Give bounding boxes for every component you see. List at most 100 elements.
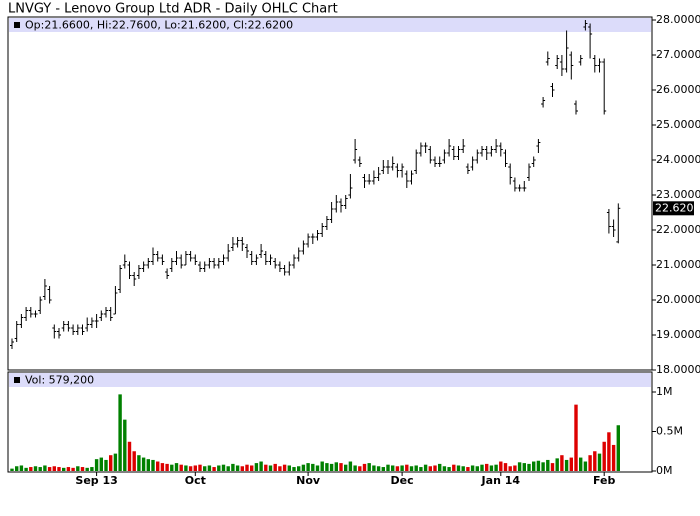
volume-bar	[353, 465, 357, 471]
volume-bar	[508, 466, 512, 471]
volume-bar	[179, 464, 183, 471]
volume-bar	[188, 466, 193, 471]
volume-bar	[329, 463, 334, 471]
volume-bar	[381, 467, 385, 471]
volume-bar	[527, 463, 531, 471]
volume-bar	[198, 464, 202, 471]
x-tick-label: Sep 13	[75, 474, 117, 487]
volume-bar	[344, 464, 348, 471]
y-tick-label: 24.0000	[656, 153, 700, 166]
volume-bar	[127, 441, 132, 471]
volume-bar	[203, 466, 207, 471]
volume-bar	[470, 465, 475, 471]
volume-bar	[90, 467, 94, 471]
volume-bar	[24, 467, 28, 471]
volume-bar	[109, 455, 113, 471]
y-tick-label: 18.0000	[656, 363, 700, 376]
volume-bar	[616, 425, 620, 471]
volume-bar	[254, 463, 259, 471]
volume-bar	[522, 463, 526, 471]
legend-icon	[14, 22, 20, 28]
volume-bar	[85, 467, 89, 471]
volume-bar	[447, 467, 451, 471]
volume-bar	[517, 462, 522, 471]
volume-bar	[184, 465, 188, 471]
volume-bar	[47, 467, 52, 471]
volume-bar	[240, 466, 244, 471]
x-tick-label: Nov	[296, 474, 321, 487]
volume-bar	[611, 444, 616, 471]
volume-bar	[376, 466, 381, 471]
volume-bar	[348, 461, 353, 471]
volume-bar	[442, 466, 447, 471]
volume-bar	[579, 457, 583, 471]
volume-bar	[607, 432, 611, 471]
volume-bar	[57, 467, 61, 471]
y-tick-label: 25.0000	[656, 118, 700, 131]
y-tick-label: 22.0000	[656, 223, 700, 236]
volume-bar	[358, 466, 362, 471]
y-tick-label: 19.0000	[656, 328, 700, 341]
volume-bar	[287, 465, 291, 471]
volume-bar	[574, 404, 578, 471]
price-legend: Op:21.6600, Hi:22.7600, Lo:21.6200, Cl:2…	[25, 19, 293, 32]
volume-bar	[311, 463, 315, 471]
volume-bar	[282, 464, 287, 471]
volume-bar	[212, 467, 216, 471]
volume-bar	[536, 460, 541, 471]
volume-bar	[80, 467, 85, 471]
volume-bar	[480, 464, 484, 471]
volume-bar	[94, 459, 99, 471]
volume-bar	[602, 441, 606, 471]
volume-bar	[419, 467, 423, 471]
volume-bar	[165, 463, 169, 471]
volume-bar	[146, 459, 150, 471]
volume-bar	[339, 463, 343, 471]
y-tick-label: 0.5M	[656, 425, 683, 438]
volume-bar	[372, 465, 376, 471]
volume-bar	[438, 463, 442, 471]
volume-bar	[555, 458, 559, 471]
volume-bar	[597, 453, 602, 471]
volume-bar	[583, 461, 588, 471]
chart-title: LNVGY - Lenovo Group Ltd ADR - Daily OHL…	[8, 2, 338, 17]
volume-bar	[52, 466, 56, 471]
volume-bar	[414, 465, 418, 471]
volume-bar	[292, 467, 296, 471]
y-tick-label: 0M	[656, 464, 673, 477]
x-tick-label: Feb	[593, 474, 616, 487]
volume-bar	[546, 459, 550, 471]
volume-bar	[221, 464, 226, 471]
volume-bar	[452, 464, 456, 471]
volume-bar	[217, 465, 221, 471]
volume-bar	[367, 463, 371, 471]
volume-bar	[593, 451, 597, 471]
x-tick-label: Oct	[185, 474, 206, 487]
volume-bar	[76, 466, 80, 471]
volume-bar	[391, 465, 395, 471]
volume-bar	[160, 463, 165, 471]
volume-bar	[306, 463, 310, 471]
price-panel	[7, 16, 653, 371]
volume-bar	[315, 465, 320, 471]
volume-bar	[170, 464, 174, 471]
volume-legend: Vol: 579,200	[25, 374, 94, 387]
volume-bar	[104, 459, 108, 471]
volume-bar	[226, 466, 230, 471]
volume-bar	[193, 465, 197, 471]
volume-bar	[362, 463, 367, 471]
volume-bar	[278, 466, 282, 471]
x-tick-label: Jan 14	[481, 474, 521, 487]
volume-bar	[560, 455, 564, 471]
volume-bar	[400, 465, 404, 471]
volume-bar	[409, 466, 414, 471]
volume-bar	[466, 467, 470, 471]
volume-bar	[99, 457, 103, 471]
volume-bar	[320, 461, 324, 471]
volume-bar	[33, 466, 38, 471]
volume-bar	[475, 466, 479, 471]
volume-bar	[499, 461, 503, 471]
last-price-label: 22.6200	[655, 201, 700, 214]
volume-bar	[433, 465, 437, 471]
volume-bar	[231, 463, 235, 471]
